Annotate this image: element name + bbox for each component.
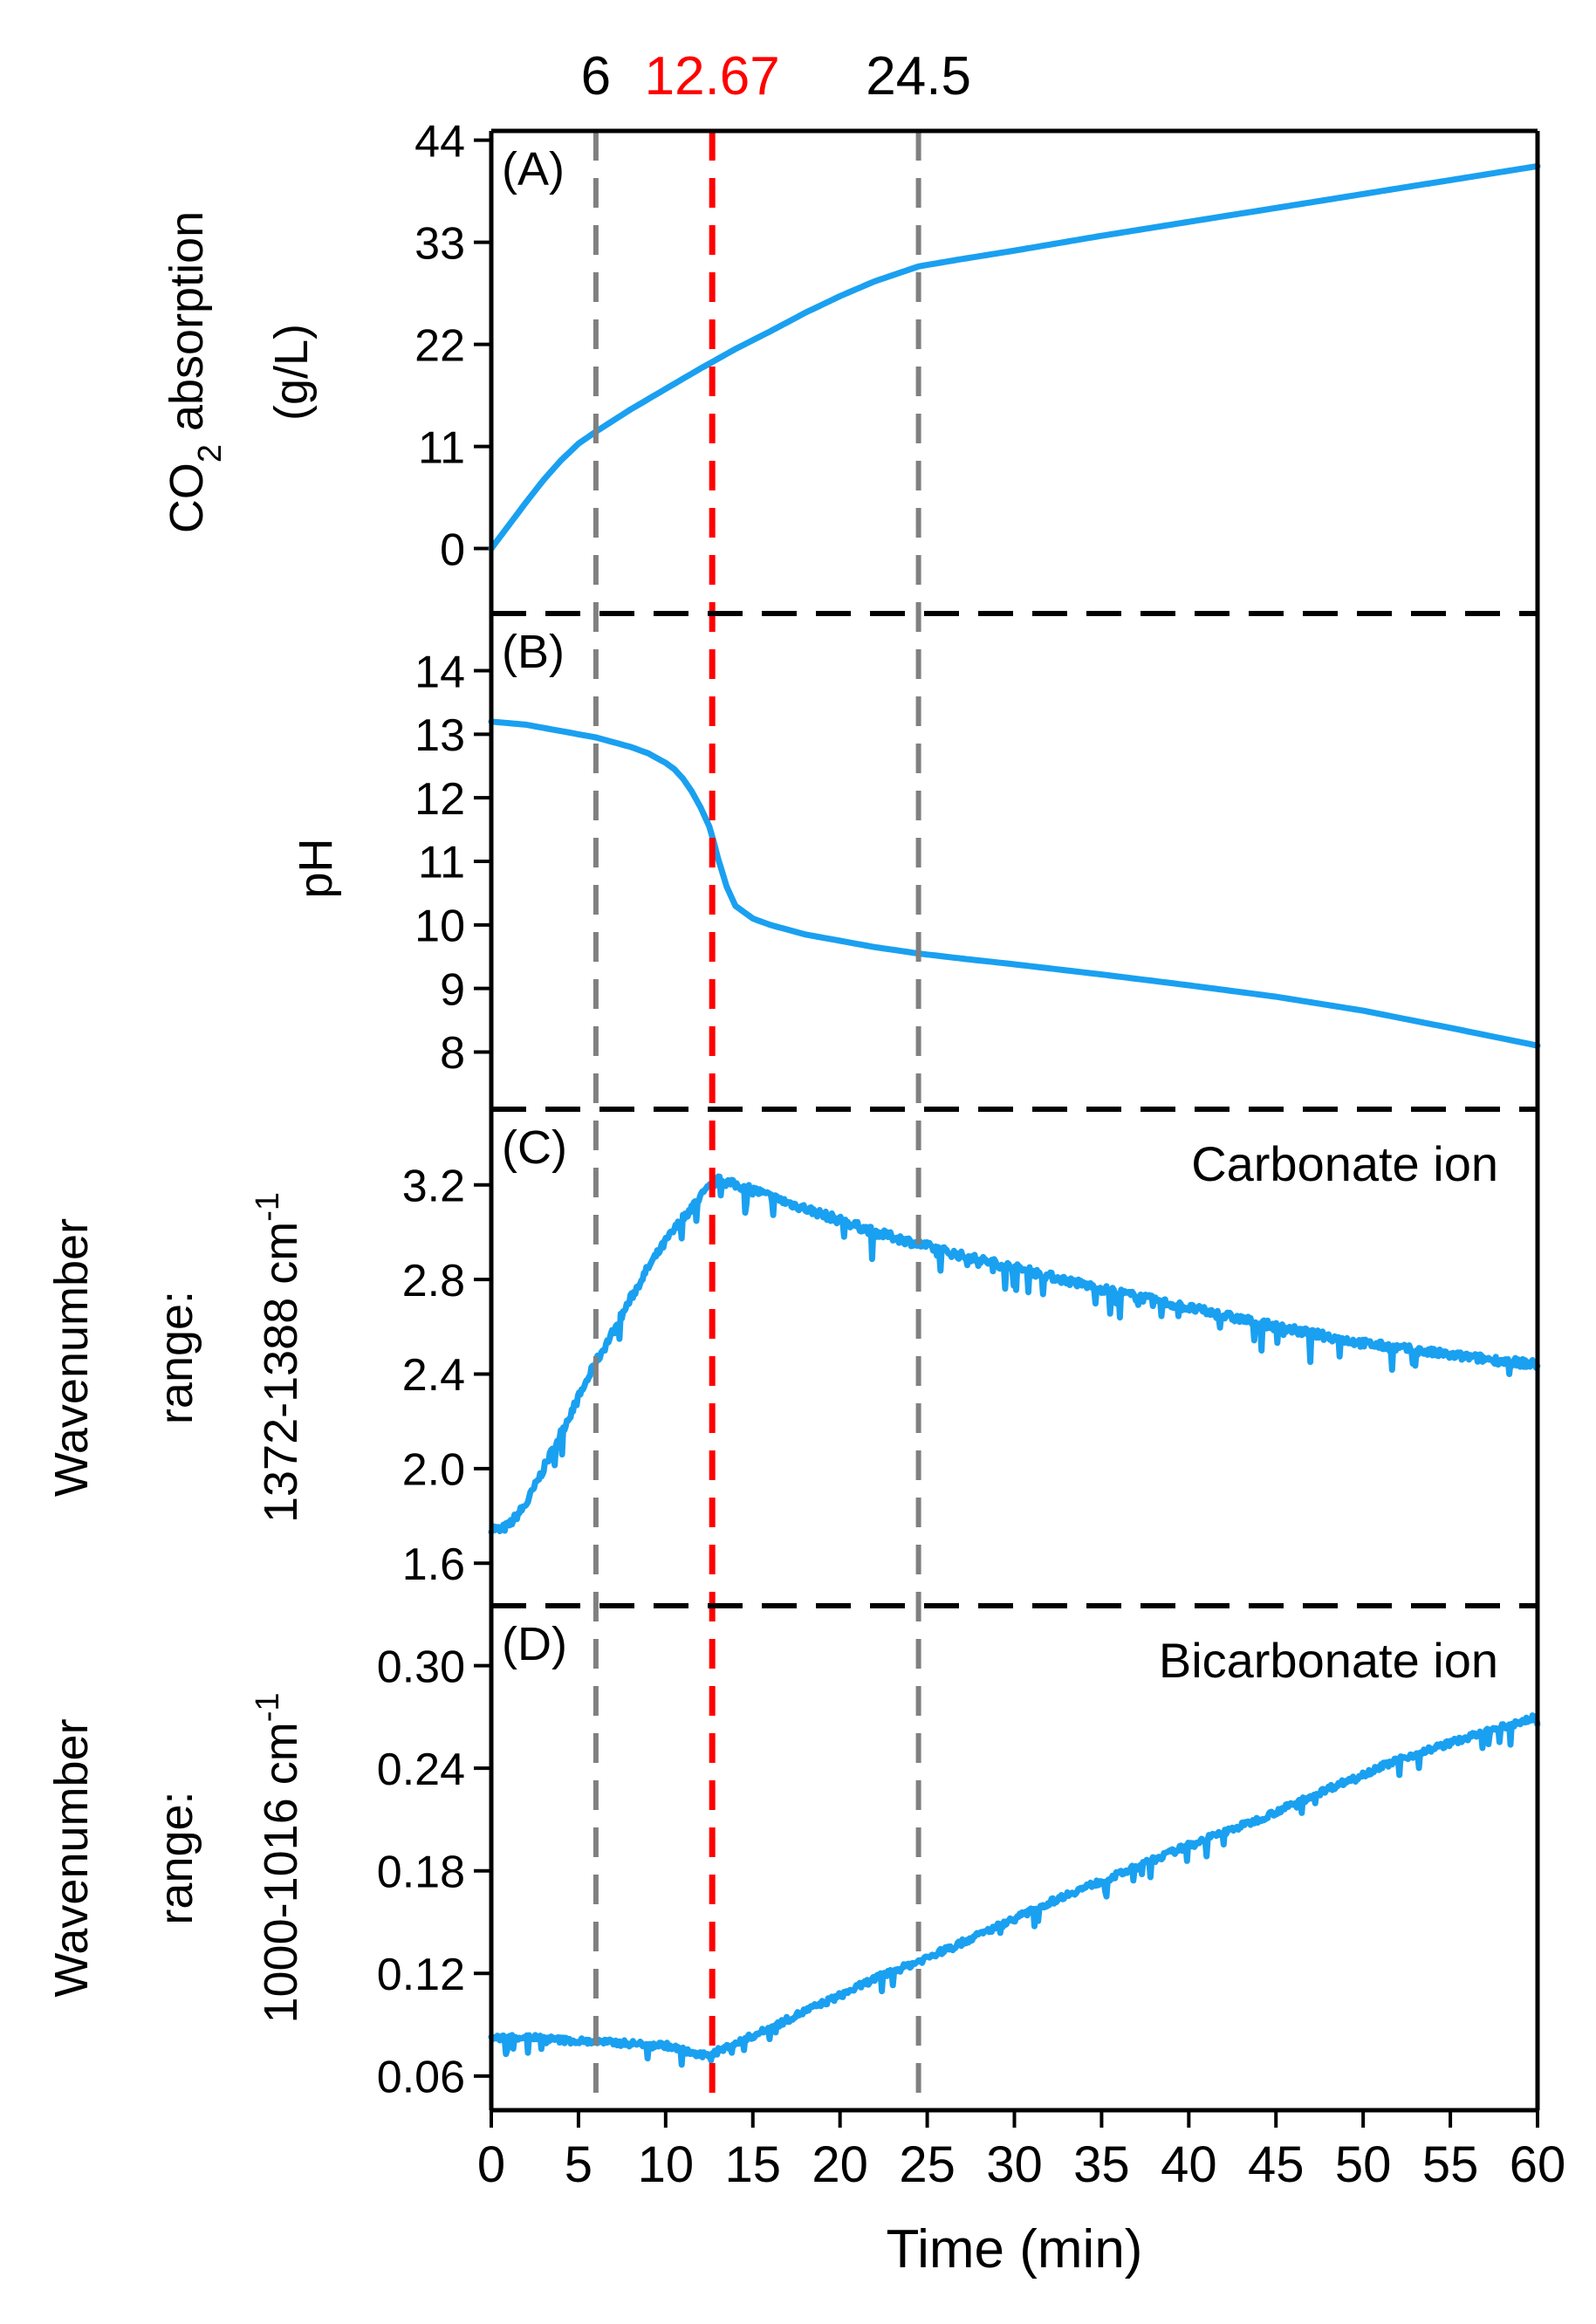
marker-label: 24.5 <box>866 46 971 106</box>
x-tick-label: 50 <box>1335 2136 1392 2193</box>
panel-label: (D) <box>502 1618 567 1670</box>
x-tick-label: 0 <box>477 2136 505 2193</box>
y-tick-label: 0.24 <box>377 1745 465 1795</box>
y-axis-label-line: Wavenumber <box>45 1218 98 1497</box>
y-tick-label: 33 <box>414 218 465 269</box>
y-axis-label-rest: absorption <box>161 211 213 444</box>
x-tick-label: 60 <box>1510 2136 1566 2193</box>
y-tick-label: 2.8 <box>402 1256 465 1306</box>
y-tick-label: 2.4 <box>402 1350 465 1401</box>
y-tick-label: 11 <box>418 422 465 473</box>
x-tick-label: 35 <box>1073 2136 1130 2193</box>
y-tick-label: 13 <box>414 710 465 761</box>
y-axis-label-line: range: <box>150 1791 202 1924</box>
y-axis-label-line: range: <box>150 1291 202 1424</box>
x-tick-label: 5 <box>565 2136 593 2193</box>
y-tick-label: 0.18 <box>377 1847 465 1897</box>
x-axis-title: Time (min) <box>887 2219 1143 2279</box>
marker-label: 12.67 <box>645 46 780 106</box>
panel-annotation: Bicarbonate ion <box>1159 1633 1498 1688</box>
panel-a: 0 11 22 33 44 CO2 absorption (g/L) (A) <box>161 116 1541 575</box>
panel-c: 1.6 2.0 2.4 2.8 3.2 Wavenumber range: 1372-1388… <box>45 1121 1541 1590</box>
x-tick-label: 20 <box>812 2136 868 2193</box>
y-tick-label: 9 <box>440 964 465 1015</box>
y-axis-label-text: Wavenumber <box>45 1718 98 1997</box>
x-tick-label: 30 <box>986 2136 1043 2193</box>
y-tick-label: 8 <box>440 1028 465 1079</box>
y-tick-label: 0.30 <box>377 1642 465 1692</box>
x-tick-label: 55 <box>1422 2136 1479 2193</box>
y-tick-label: 14 <box>414 647 465 697</box>
panel-b: 8 9 10 11 12 13 14 pH (B) <box>290 626 1541 1079</box>
y-axis-label-line: 1372-1388 cm-1 <box>250 1192 307 1523</box>
panel-label: (A) <box>502 143 565 195</box>
y-axis-label-text: 1372-1388 cm <box>255 1222 307 1523</box>
y-tick-label: 3.2 <box>402 1161 465 1211</box>
y-axis-label-line: Wavenumber <box>45 1718 98 1997</box>
y-axis-label-text: range: <box>150 1791 202 1924</box>
y-tick-label: 2.0 <box>402 1445 465 1496</box>
panel-label: (B) <box>502 626 565 678</box>
y-axis-label-superscript: -1 <box>250 1192 286 1222</box>
y-tick-label: 0 <box>440 524 465 575</box>
y-axis-label-unit: (g/L) <box>265 324 318 421</box>
series-line-d <box>488 1712 1541 2068</box>
y-tick-label: 22 <box>414 320 465 371</box>
y-tick-label: 12 <box>414 774 465 825</box>
y-axis-label: CO2 absorption <box>161 211 229 533</box>
y-axis-label-text: range: <box>150 1291 202 1424</box>
y-axis-label-subscript: 2 <box>192 444 229 463</box>
x-tick-label: 45 <box>1248 2136 1305 2193</box>
panel-label: (C) <box>502 1121 567 1174</box>
x-tick-label: 10 <box>638 2136 695 2193</box>
series-line-c <box>488 1173 1541 1535</box>
series-line-a <box>488 162 1541 552</box>
panel-annotation: Carbonate ion <box>1191 1136 1498 1191</box>
x-tick-label: 15 <box>724 2136 781 2193</box>
x-tick-label: 40 <box>1161 2136 1217 2193</box>
y-tick-label: 1.6 <box>402 1539 465 1590</box>
y-tick-label: 11 <box>418 838 465 888</box>
y-tick-label: 0.12 <box>377 1950 465 2000</box>
y-axis-label: pH <box>290 838 342 898</box>
panel-d: 0.06 0.12 0.18 0.24 0.30 Wavenumber range: 1000… <box>45 1618 1541 2103</box>
y-axis-label-co: CO <box>161 463 213 533</box>
marker-label: 6 <box>581 46 611 106</box>
y-tick-label: 0.06 <box>377 2053 465 2103</box>
y-tick-label: 44 <box>414 116 465 167</box>
y-axis-label-line: 1000-1016 cm-1 <box>250 1692 307 2023</box>
y-axis-label-superscript: -1 <box>250 1692 286 1722</box>
y-tick-label: 10 <box>414 901 465 952</box>
series-line-b <box>488 718 1541 1049</box>
y-axis-label-text: 1000-1016 cm <box>255 1722 307 2023</box>
x-tick-label: 25 <box>899 2136 956 2193</box>
y-axis-label-text: Wavenumber <box>45 1218 98 1497</box>
